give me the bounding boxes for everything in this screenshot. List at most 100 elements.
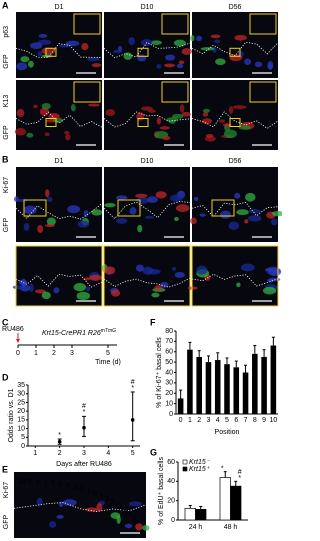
cell (181, 48, 192, 55)
cell (154, 285, 163, 291)
position-label: 4 (66, 483, 70, 490)
cell (162, 135, 171, 141)
cell (135, 264, 144, 272)
position-label: 1 (99, 493, 103, 500)
significance-label: * (58, 432, 61, 439)
cell (223, 129, 237, 139)
cell (37, 39, 52, 45)
cell (91, 63, 102, 68)
legend-swatch (182, 459, 188, 465)
cell (232, 105, 247, 110)
cell (236, 209, 249, 216)
cell (29, 283, 34, 292)
x-tick-label: 0 (179, 417, 183, 424)
cell (219, 210, 232, 219)
cell (91, 209, 103, 216)
cell (181, 111, 191, 117)
arrow-head (16, 339, 20, 343)
cell (271, 211, 282, 217)
cell (219, 119, 226, 123)
y-tick-label: 80 (165, 328, 173, 335)
point (57, 439, 62, 444)
x-tick-label: 6 (234, 417, 238, 424)
cell (12, 285, 24, 290)
y-tick-label: 40 (165, 369, 173, 376)
timeline-tick-label: 5 (106, 350, 110, 357)
y-tick-label: 20 (17, 408, 25, 415)
bar (230, 485, 242, 521)
panel-label: A (2, 0, 9, 10)
basement-membrane (103, 277, 191, 288)
cell (105, 109, 116, 116)
cell (16, 62, 28, 71)
cell (88, 103, 100, 107)
cell (236, 282, 241, 288)
cell (128, 37, 135, 46)
inset-box (191, 245, 279, 307)
legend-label: Krt15⁺ (189, 466, 211, 473)
position-label: 2 (105, 496, 109, 503)
bar (252, 353, 258, 414)
cell (23, 222, 30, 231)
inset-box (73, 13, 101, 35)
cell (110, 289, 121, 297)
cell (187, 286, 198, 290)
reporter-label: GFP (3, 514, 10, 529)
cell (129, 207, 137, 215)
basement-membrane (15, 273, 103, 288)
cell (46, 217, 56, 226)
significance-label: # (82, 403, 86, 410)
cell (142, 524, 150, 531)
panel-label: B (2, 154, 9, 164)
cell (201, 118, 213, 125)
cell (46, 196, 53, 202)
cell (262, 286, 277, 295)
bar (195, 509, 207, 521)
cell (195, 35, 203, 42)
cell (175, 204, 190, 212)
inset-box (249, 81, 277, 103)
y-tick-label: 20 (167, 498, 175, 505)
x-axis-label: Position (215, 429, 240, 436)
cell (70, 104, 76, 112)
cell (23, 205, 37, 215)
cell (117, 45, 123, 52)
y-tick-label: 60 (167, 459, 175, 466)
cell (67, 205, 81, 214)
genotype-sup: mTmG (101, 328, 116, 334)
cell (49, 521, 57, 528)
panel-label: G (150, 447, 157, 457)
cell (200, 47, 215, 51)
cell (37, 51, 43, 57)
timeline-label: Time (d) (95, 359, 121, 366)
cell (238, 125, 251, 130)
genotype: Krt15-CrePR1 R26mTmG (42, 328, 116, 337)
y-tick-label: 25 (17, 399, 25, 406)
cell (169, 194, 183, 202)
cell (44, 132, 50, 137)
column-header: D10 (141, 158, 154, 165)
y-tick-label: 30 (165, 380, 173, 387)
x-tick-label: 2 (197, 417, 201, 424)
cell (41, 291, 51, 300)
y-tick-label: 15 (17, 417, 25, 424)
significance-label: * (83, 409, 86, 416)
cell (204, 136, 216, 142)
bar (187, 349, 193, 414)
x-tick-label: 4 (106, 450, 110, 457)
cell (144, 215, 155, 219)
position-label: 9 (135, 519, 139, 526)
column-header: D56 (229, 4, 242, 11)
position-label: 7 (43, 479, 47, 486)
y-axis-label: Odds ratio vs. D1 (8, 388, 15, 442)
cell (174, 271, 186, 278)
basement-membrane (103, 41, 191, 59)
cell (160, 282, 169, 288)
cell (73, 283, 87, 292)
cell (16, 109, 25, 118)
cell (36, 497, 43, 506)
point (130, 418, 135, 422)
x-axis-label: Days after RU486 (56, 461, 112, 468)
significance-label: * (221, 466, 224, 473)
cell (89, 274, 102, 281)
